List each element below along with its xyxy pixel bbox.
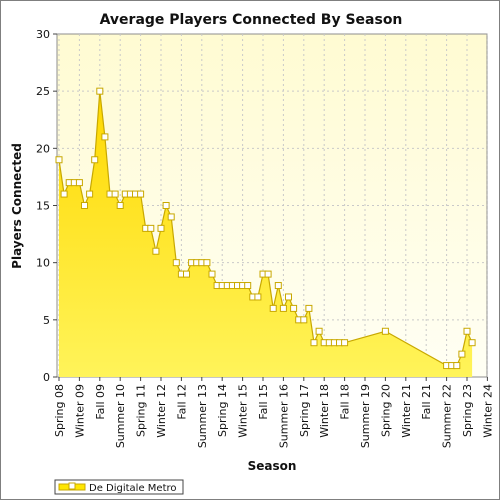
data-point	[101, 133, 109, 141]
data-point	[269, 304, 277, 312]
data-point	[81, 202, 88, 209]
data-point	[453, 362, 461, 370]
x-tick-label: Summer 19	[359, 384, 372, 448]
x-tick-label: Summer 13	[196, 384, 209, 448]
x-tick-label: Winter 24	[481, 384, 494, 438]
y-tick-label: 25	[36, 85, 50, 98]
x-axis: Spring 08 Winter 09 Fall 09 Summer 10 Spring…	[53, 377, 494, 448]
y-axis-title: Players Connected	[10, 143, 24, 269]
data-point	[279, 304, 287, 312]
y-tick-label: 15	[36, 200, 50, 213]
data-point	[147, 224, 155, 232]
data-point	[111, 190, 119, 198]
x-tick-label: Fall 12	[175, 384, 188, 420]
x-tick-label: Summer 22	[441, 384, 454, 448]
x-tick-label: Winter 18	[318, 384, 331, 438]
data-point	[91, 156, 99, 164]
data-point	[96, 87, 104, 95]
x-tick-label: Fall 18	[339, 384, 352, 420]
data-point	[208, 270, 216, 278]
series-area-fill	[59, 91, 473, 378]
data-point	[172, 259, 180, 267]
legend-label: De Digitale Metro	[89, 483, 177, 494]
data-point	[183, 270, 190, 278]
data-point	[463, 327, 471, 335]
data-point	[167, 213, 175, 221]
x-tick-label: Spring 17	[298, 384, 311, 437]
data-point	[290, 304, 298, 312]
y-axis: 0 5 10 15 20 25 30	[36, 28, 57, 384]
x-tick-label: Winter 09	[73, 384, 86, 438]
y-tick-label: 10	[36, 257, 50, 270]
data-point	[341, 339, 349, 347]
legend-marker	[68, 482, 76, 490]
y-tick-label: 30	[36, 28, 50, 41]
data-point	[381, 327, 389, 335]
x-tick-label: Spring 20	[379, 384, 392, 437]
data-point	[468, 339, 476, 347]
x-tick-label: Winter 15	[237, 384, 250, 438]
x-tick-label: Spring 11	[135, 384, 148, 437]
data-point	[116, 202, 124, 209]
y-tick-label: 5	[43, 314, 50, 327]
data-point	[254, 293, 262, 301]
chart-title: Average Players Connected By Season	[100, 12, 403, 28]
series-points	[55, 87, 476, 370]
x-tick-label: Summer 16	[277, 384, 290, 448]
data-point	[60, 190, 68, 198]
x-tick-label: Spring 08	[53, 384, 66, 437]
x-tick-label: Fall 21	[420, 384, 433, 420]
data-point	[137, 190, 145, 198]
data-point	[285, 293, 292, 301]
x-tick-label: Fall 15	[257, 384, 270, 420]
x-tick-label: Spring 14	[216, 384, 229, 437]
data-point	[75, 179, 83, 187]
y-tick-label: 20	[36, 142, 50, 155]
data-point	[305, 304, 313, 312]
data-point	[315, 327, 323, 335]
data-point	[244, 282, 252, 290]
x-axis-title: Season	[248, 459, 297, 473]
data-point	[203, 259, 211, 267]
y-tick-label: 0	[43, 371, 50, 384]
data-point	[310, 339, 318, 347]
data-point	[264, 270, 272, 278]
x-tick-label: Winter 12	[155, 384, 168, 438]
x-tick-label: Spring 23	[461, 384, 474, 437]
data-point	[55, 156, 63, 164]
legend: De Digitale Metro	[54, 479, 184, 495]
data-point	[274, 282, 282, 290]
data-point	[157, 224, 165, 232]
data-point	[162, 202, 170, 209]
x-tick-label: Winter 21	[400, 384, 413, 438]
data-point	[152, 247, 160, 255]
x-tick-label: Fall 09	[94, 384, 107, 420]
data-point	[458, 350, 466, 358]
data-point	[300, 316, 308, 324]
x-tick-label: Summer 10	[114, 384, 127, 448]
data-point	[86, 190, 94, 198]
